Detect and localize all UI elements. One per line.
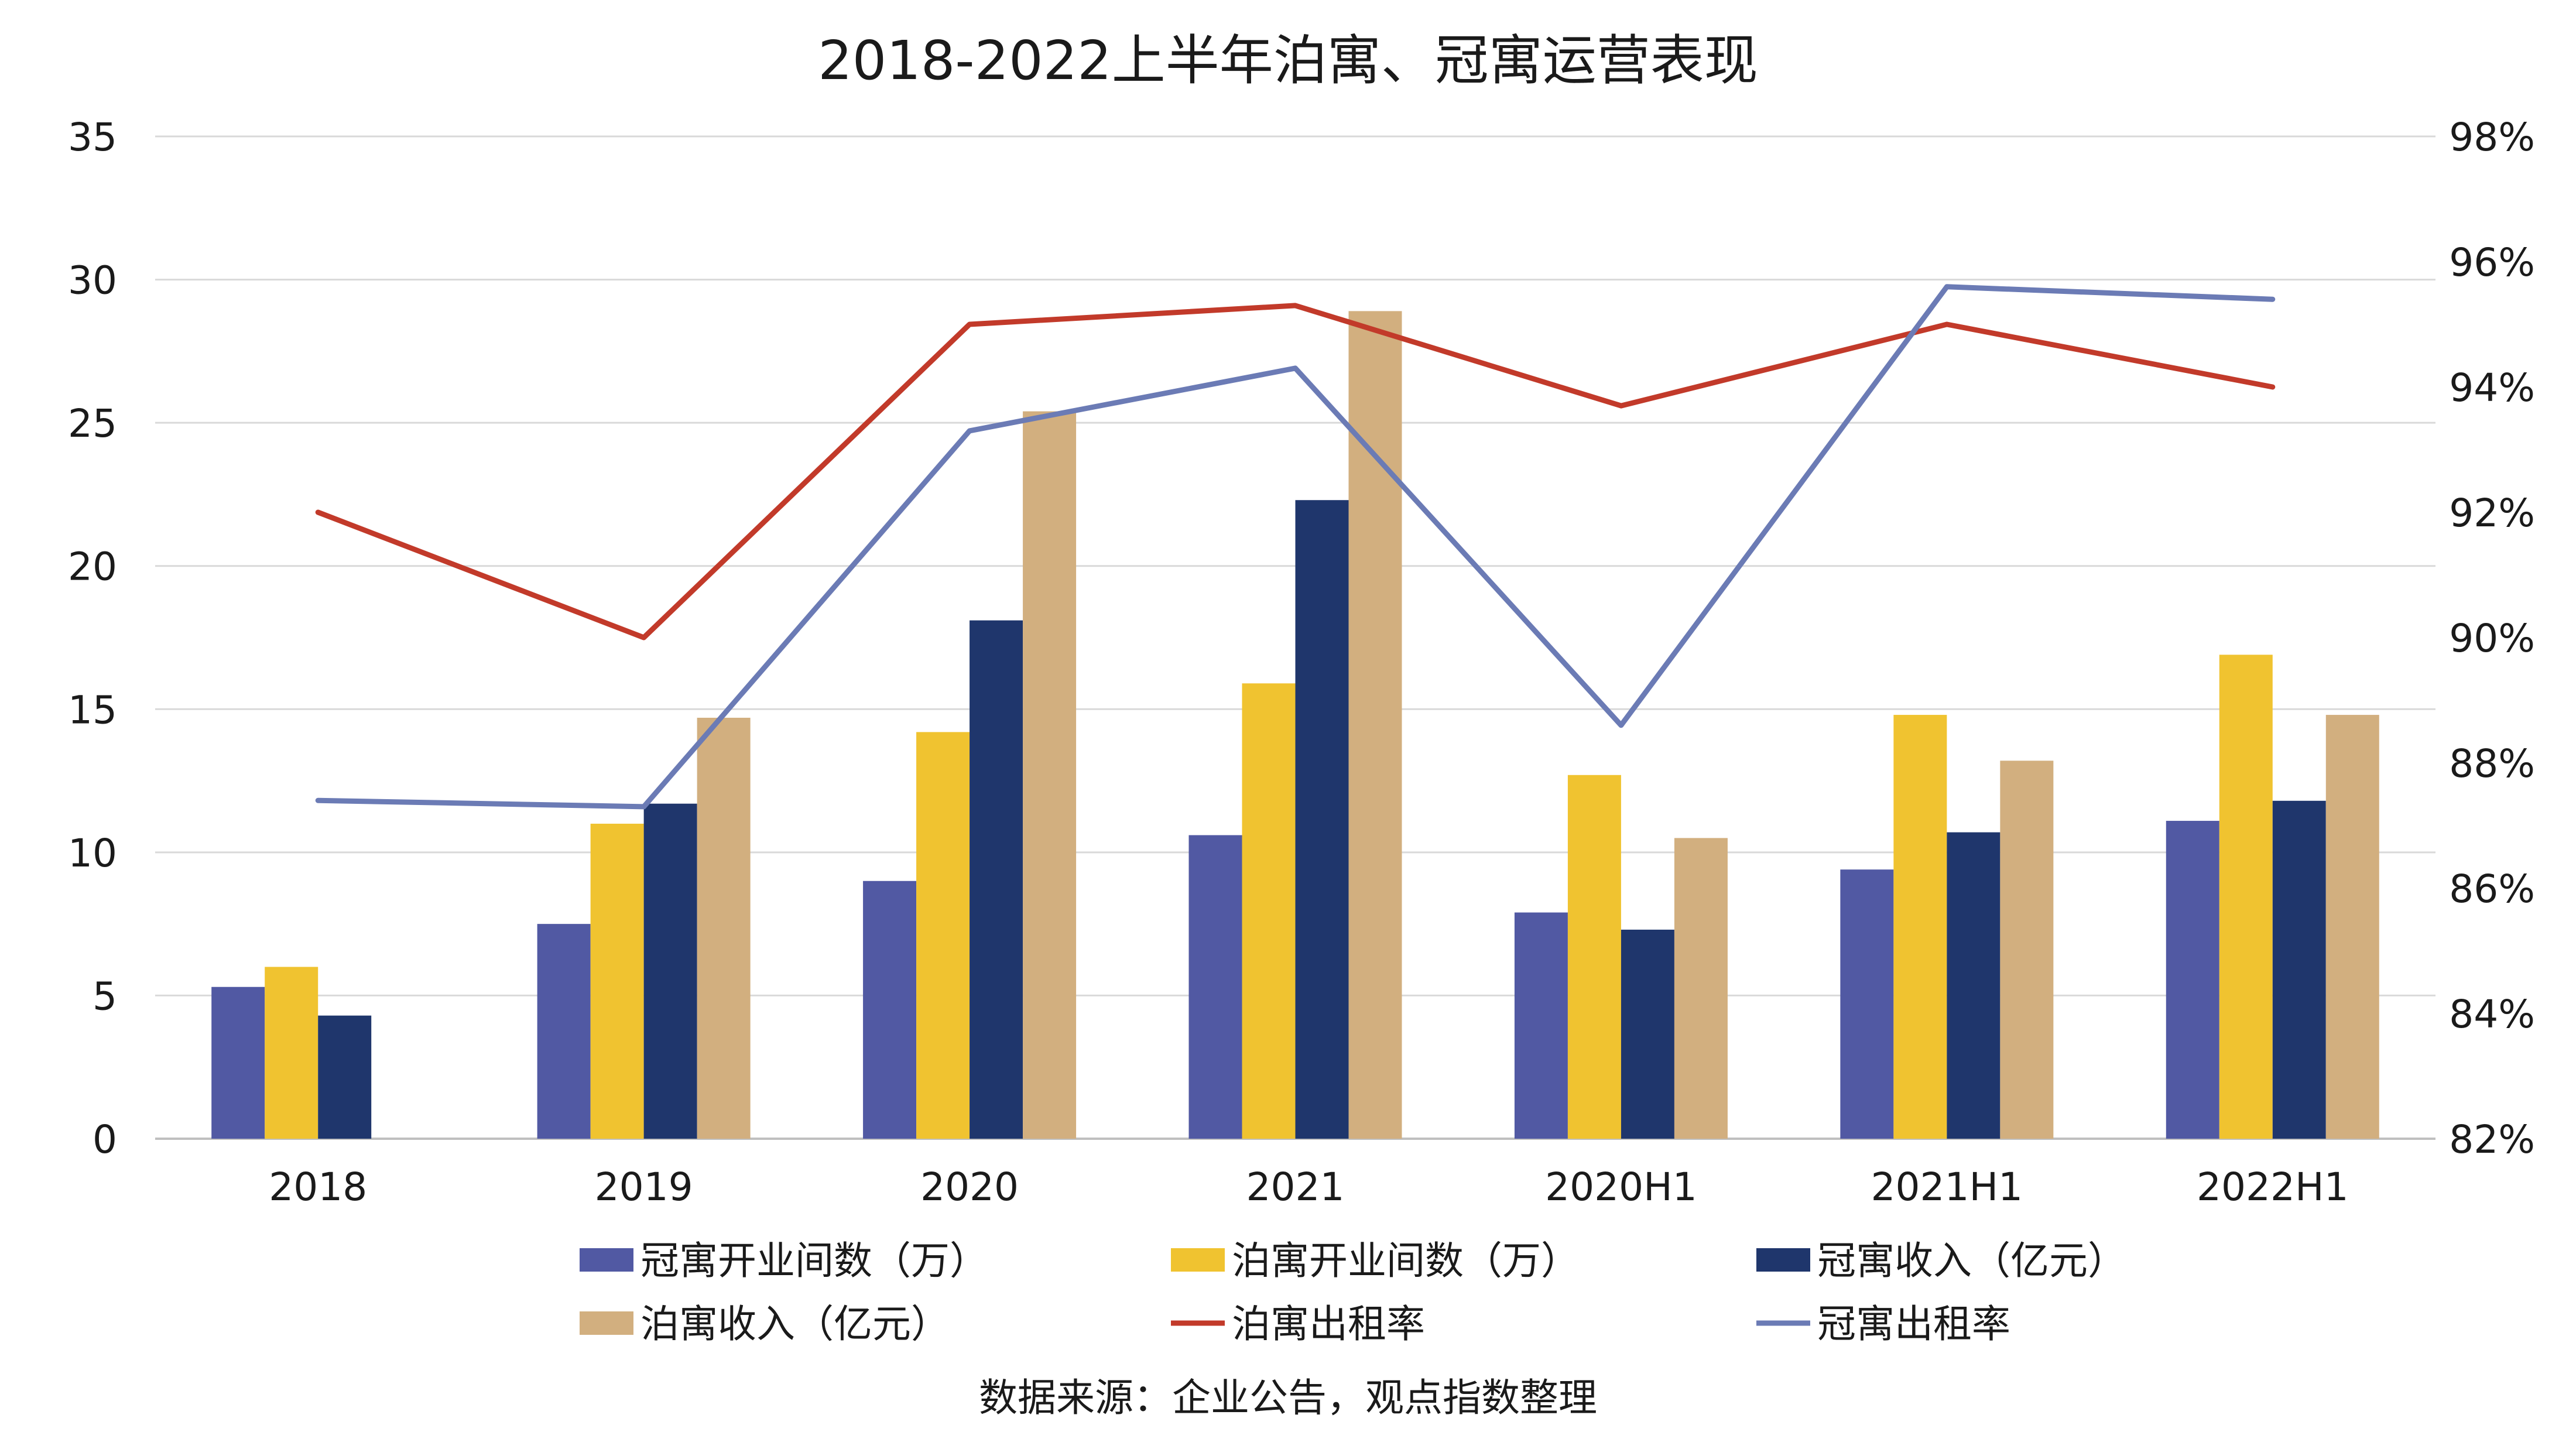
legend-label: 冠寓出租率: [1817, 1301, 2010, 1347]
legend-swatch: [1756, 1248, 1810, 1272]
bar: [1295, 500, 1349, 1139]
x-tick-label: 2022H1: [2197, 1164, 2349, 1210]
x-tick-label: 2021: [1246, 1164, 1345, 1210]
line-series: [315, 284, 2276, 810]
bar-series: [211, 311, 2379, 1139]
legend: 冠寓开业间数（万） 泊寓开业间数（万） 冠寓收入（亿元） 泊寓收入（亿元） 泊寓出租率 冠…: [580, 1238, 2126, 1347]
legend-label: 泊寓出租率: [1232, 1301, 1425, 1347]
bar: [1947, 832, 2000, 1139]
bar: [643, 803, 697, 1139]
right-tick-label: 88%: [2449, 741, 2535, 786]
right-tick-label: 82%: [2449, 1117, 2535, 1162]
left-axis-ticks: 0 5 10 15 20 25 30 35: [68, 115, 117, 1162]
bar: [1567, 775, 1621, 1139]
bar: [1514, 912, 1568, 1139]
bar: [1674, 838, 1728, 1139]
bar: [2166, 821, 2219, 1139]
x-tick-label: 2020: [920, 1164, 1019, 1210]
bar: [2272, 800, 2326, 1139]
left-tick-label: 35: [68, 115, 117, 160]
bar: [1621, 929, 1674, 1139]
bar: [1348, 311, 1402, 1139]
left-tick-label: 10: [68, 831, 117, 876]
right-tick-label: 94%: [2449, 365, 2535, 410]
bar: [863, 881, 917, 1139]
left-tick-label: 0: [93, 1117, 117, 1162]
bar: [2325, 715, 2379, 1139]
x-tick-label: 2021H1: [1871, 1164, 2023, 1210]
bar: [1840, 869, 1894, 1139]
series-line: [315, 303, 2276, 640]
right-tick-label: 92%: [2449, 491, 2535, 536]
x-tick-label: 2018: [269, 1164, 367, 1210]
right-tick-label: 90%: [2449, 616, 2535, 661]
bar: [916, 732, 970, 1139]
right-tick-label: 98%: [2449, 115, 2535, 160]
bar: [537, 924, 591, 1139]
bar: [265, 967, 318, 1139]
right-tick-label: 86%: [2449, 866, 2535, 912]
legend-swatch: [1171, 1248, 1225, 1272]
x-tick-label: 2020H1: [1545, 1164, 1697, 1210]
bar: [2219, 655, 2273, 1139]
source-note: 数据来源：企业公告，观点指数整理: [979, 1375, 1597, 1420]
bar: [318, 1015, 372, 1139]
left-tick-label: 15: [68, 687, 117, 732]
bar: [1893, 715, 1947, 1139]
legend-label: 泊寓开业间数（万）: [1232, 1238, 1580, 1283]
left-tick-label: 5: [93, 974, 117, 1019]
bar: [1242, 683, 1296, 1139]
bar: [697, 717, 751, 1139]
right-tick-label: 84%: [2449, 992, 2535, 1037]
bar: [2000, 761, 2054, 1139]
legend-label: 泊寓收入（亿元）: [640, 1301, 950, 1347]
left-tick-label: 30: [68, 258, 117, 303]
legend-label: 冠寓收入（亿元）: [1817, 1238, 2126, 1283]
series-line: [315, 284, 2276, 810]
left-tick-label: 25: [68, 401, 117, 446]
x-axis-ticks: 2018 2019 2020 2021 2020H1 2021H1 2022H1: [269, 1164, 2348, 1210]
bar: [211, 986, 265, 1139]
legend-swatch: [580, 1311, 633, 1335]
bar: [1188, 835, 1242, 1139]
right-tick-label: 96%: [2449, 240, 2535, 285]
bar: [590, 823, 644, 1139]
left-tick-label: 20: [68, 544, 117, 590]
legend-label: 冠寓开业间数（万）: [640, 1238, 988, 1283]
right-axis-ticks: 82% 84% 86% 88% 90% 92% 94% 96% 98%: [2449, 115, 2535, 1162]
legend-swatch: [580, 1248, 633, 1272]
bar: [970, 620, 1023, 1139]
bar: [1023, 411, 1077, 1139]
chart-title: 2018-2022上半年泊寓、冠寓运营表现: [818, 29, 1758, 92]
x-tick-label: 2019: [595, 1164, 693, 1210]
